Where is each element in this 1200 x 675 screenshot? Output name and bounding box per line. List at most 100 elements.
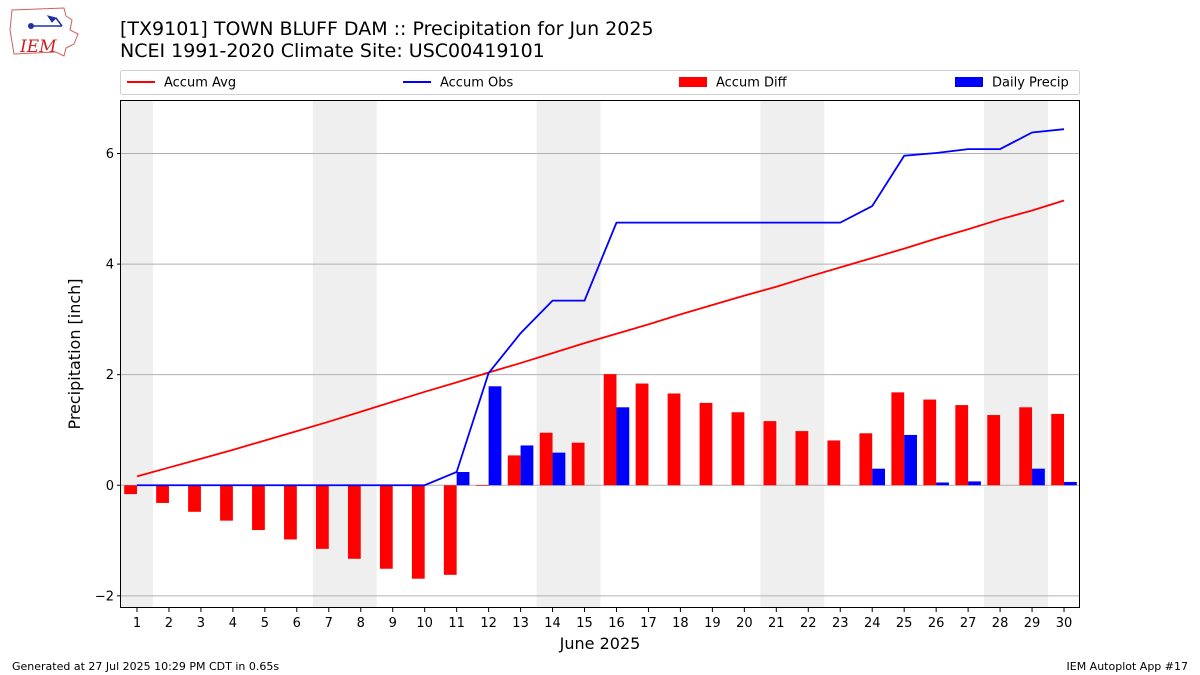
x-tick-label: 6 bbox=[293, 616, 301, 631]
accum-diff-bar bbox=[156, 485, 169, 503]
accum-diff-bar bbox=[475, 485, 489, 486]
accum-diff-bar bbox=[859, 433, 873, 486]
accum-avg-line bbox=[136, 199, 1065, 478]
x-tick-label: 22 bbox=[800, 616, 817, 631]
x-tick-label: 11 bbox=[448, 616, 465, 631]
x-tick-label: 23 bbox=[832, 616, 849, 631]
accum-obs-line bbox=[136, 128, 1065, 487]
legend-swatch-accum-diff bbox=[679, 77, 707, 87]
x-tick-label: 26 bbox=[928, 616, 945, 631]
x-tick-label: 3 bbox=[197, 616, 205, 631]
y-axis-label: Precipitation [inch] bbox=[65, 278, 84, 429]
accum-diff-bar bbox=[603, 374, 617, 486]
daily-precip-bar bbox=[520, 445, 534, 486]
x-tick-label: 27 bbox=[960, 616, 977, 631]
daily-precip-bar bbox=[936, 482, 949, 486]
y-tick-label: 6 bbox=[106, 147, 114, 162]
accum-diff-bar bbox=[284, 485, 297, 540]
accum-diff-bar bbox=[955, 405, 969, 486]
x-tick-label: 20 bbox=[736, 616, 753, 631]
accum-diff-bar bbox=[699, 402, 713, 486]
footer-generated: Generated at 27 Jul 2025 10:29 PM CDT in… bbox=[12, 660, 279, 673]
accum-diff-bar bbox=[667, 393, 681, 486]
accum-diff-bar bbox=[923, 399, 937, 486]
accum-diff-bar bbox=[411, 485, 425, 579]
accum-diff-bar bbox=[507, 455, 521, 486]
chart-title-line2: NCEI 1991-2020 Climate Site: USC00419101 bbox=[120, 40, 545, 62]
weekend-shade bbox=[760, 101, 825, 608]
accum-diff-bar bbox=[124, 485, 137, 495]
daily-precip-bar bbox=[488, 386, 502, 486]
daily-precip-bar bbox=[968, 481, 981, 486]
x-axis-label: June 2025 bbox=[559, 634, 641, 653]
x-tick-label: 25 bbox=[896, 616, 913, 631]
accum-diff-bar bbox=[443, 485, 457, 575]
daily-precip-bar bbox=[1064, 481, 1077, 486]
x-tick-label: 13 bbox=[512, 616, 529, 631]
y-tick-label: −2 bbox=[95, 589, 114, 604]
x-tick-label: 5 bbox=[261, 616, 269, 631]
y-tick-label: 4 bbox=[106, 258, 114, 273]
y-tick-label: 0 bbox=[106, 479, 114, 494]
accum-diff-bar bbox=[891, 392, 905, 486]
x-tick-label: 15 bbox=[576, 616, 593, 631]
legend-label-accum-diff: Accum Diff bbox=[716, 76, 788, 91]
legend-label-accum-avg: Accum Avg bbox=[164, 76, 236, 91]
x-tick-label: 17 bbox=[640, 616, 657, 631]
chart-title-line1: [TX9101] TOWN BLUFF DAM :: Precipitation… bbox=[120, 18, 654, 40]
daily-precip-bar bbox=[456, 471, 470, 486]
x-tick-label: 1 bbox=[133, 616, 141, 631]
x-tick-label: 8 bbox=[357, 616, 365, 631]
x-tick-label: 28 bbox=[992, 616, 1009, 631]
legend-label-accum-obs: Accum Obs bbox=[440, 76, 513, 91]
iowa-outline-icon bbox=[9, 7, 79, 57]
x-tick-label: 29 bbox=[1024, 616, 1041, 631]
accum-diff-bar bbox=[539, 432, 553, 486]
x-tick-label: 16 bbox=[608, 616, 625, 631]
daily-precip-bar bbox=[1032, 468, 1045, 486]
x-tick-label: 24 bbox=[864, 616, 881, 631]
x-tick-label: 9 bbox=[389, 616, 397, 631]
x-tick-label: 4 bbox=[229, 616, 237, 631]
legend-swatch-daily-precip bbox=[955, 77, 983, 87]
accum-diff-bar bbox=[571, 442, 585, 486]
accum-diff-bar bbox=[987, 415, 1001, 486]
weekend-shade bbox=[121, 101, 153, 608]
accum-diff-bar bbox=[188, 485, 201, 512]
plot-frame bbox=[120, 100, 1080, 608]
x-tick-label: 14 bbox=[544, 616, 561, 631]
iem-logo: IEM bbox=[9, 7, 79, 57]
weather-station-icon bbox=[28, 15, 63, 29]
daily-precip-bar bbox=[552, 452, 566, 486]
x-tick-label: 30 bbox=[1056, 616, 1073, 631]
accum-diff-bar bbox=[252, 485, 265, 531]
accum-diff-bar bbox=[1051, 413, 1065, 486]
x-tick-label: 7 bbox=[325, 616, 333, 631]
y-tick-label: 2 bbox=[106, 368, 114, 383]
accum-diff-bar bbox=[635, 383, 649, 486]
accum-diff-bar bbox=[795, 431, 809, 486]
legend: Accum Avg Accum Obs Accum Diff Daily Precip bbox=[120, 70, 1080, 95]
weekend-shade bbox=[984, 101, 1049, 608]
accum-diff-bar bbox=[347, 485, 361, 559]
x-tick-label: 2 bbox=[165, 616, 173, 631]
legend-label-daily-precip: Daily Precip bbox=[992, 76, 1069, 91]
x-tick-label: 19 bbox=[704, 616, 721, 631]
accum-diff-bar bbox=[1019, 407, 1033, 486]
accum-diff-bar bbox=[379, 485, 393, 569]
accum-diff-bar bbox=[763, 421, 777, 486]
logo-text: IEM bbox=[19, 37, 57, 57]
accum-diff-bar bbox=[731, 412, 745, 486]
accum-diff-bar bbox=[827, 440, 841, 486]
accum-diff-bar bbox=[220, 485, 233, 521]
x-tick-label: 10 bbox=[416, 616, 433, 631]
x-tick-label: 18 bbox=[672, 616, 689, 631]
daily-precip-bar bbox=[872, 468, 886, 486]
footer-app: IEM Autoplot App #17 bbox=[1067, 660, 1189, 673]
daily-precip-bar bbox=[616, 407, 630, 486]
x-tick-label: 21 bbox=[768, 616, 785, 631]
x-tick-label: 12 bbox=[480, 616, 497, 631]
accum-diff-bar bbox=[315, 485, 329, 549]
legend-frame bbox=[120, 70, 1080, 95]
